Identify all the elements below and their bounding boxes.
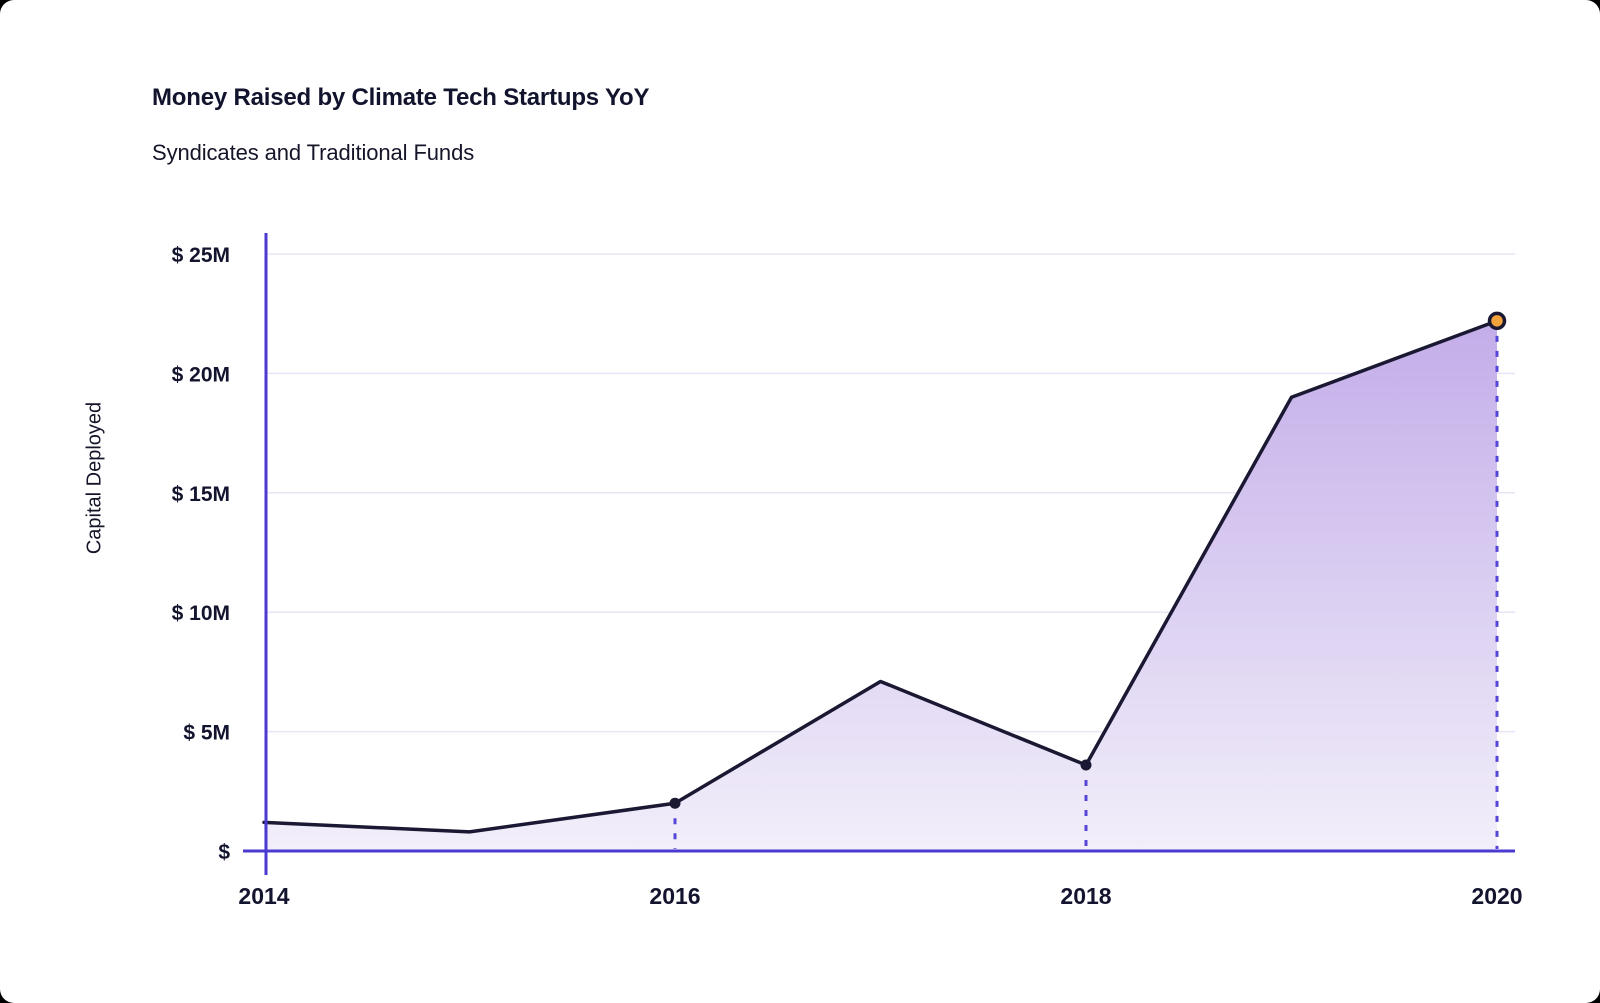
x-tick-label: 2020: [1471, 883, 1522, 909]
data-point-2018: [1080, 759, 1092, 771]
y-tick-label: $: [218, 841, 230, 864]
x-tick-label: 2018: [1060, 883, 1111, 909]
highlight-point-2020: [1487, 311, 1507, 331]
data-point-2016: [669, 797, 681, 809]
area-fill: [264, 320, 1497, 851]
y-tick-label: $ 25M: [172, 244, 230, 267]
trend-line: [262, 319, 1499, 834]
y-tick-label: $ 20M: [172, 363, 230, 386]
y-tick-label: $ 10M: [172, 602, 230, 625]
chart-title: Money Raised by Climate Tech Startups Yo…: [152, 84, 650, 111]
chart-subtitle: Syndicates and Traditional Funds: [152, 140, 475, 165]
y-tick-label: $ 5M: [183, 722, 230, 745]
x-tick-label: 2014: [238, 883, 289, 909]
y-tick-label: $ 15M: [172, 483, 230, 506]
x-tick-label: 2016: [649, 883, 700, 909]
